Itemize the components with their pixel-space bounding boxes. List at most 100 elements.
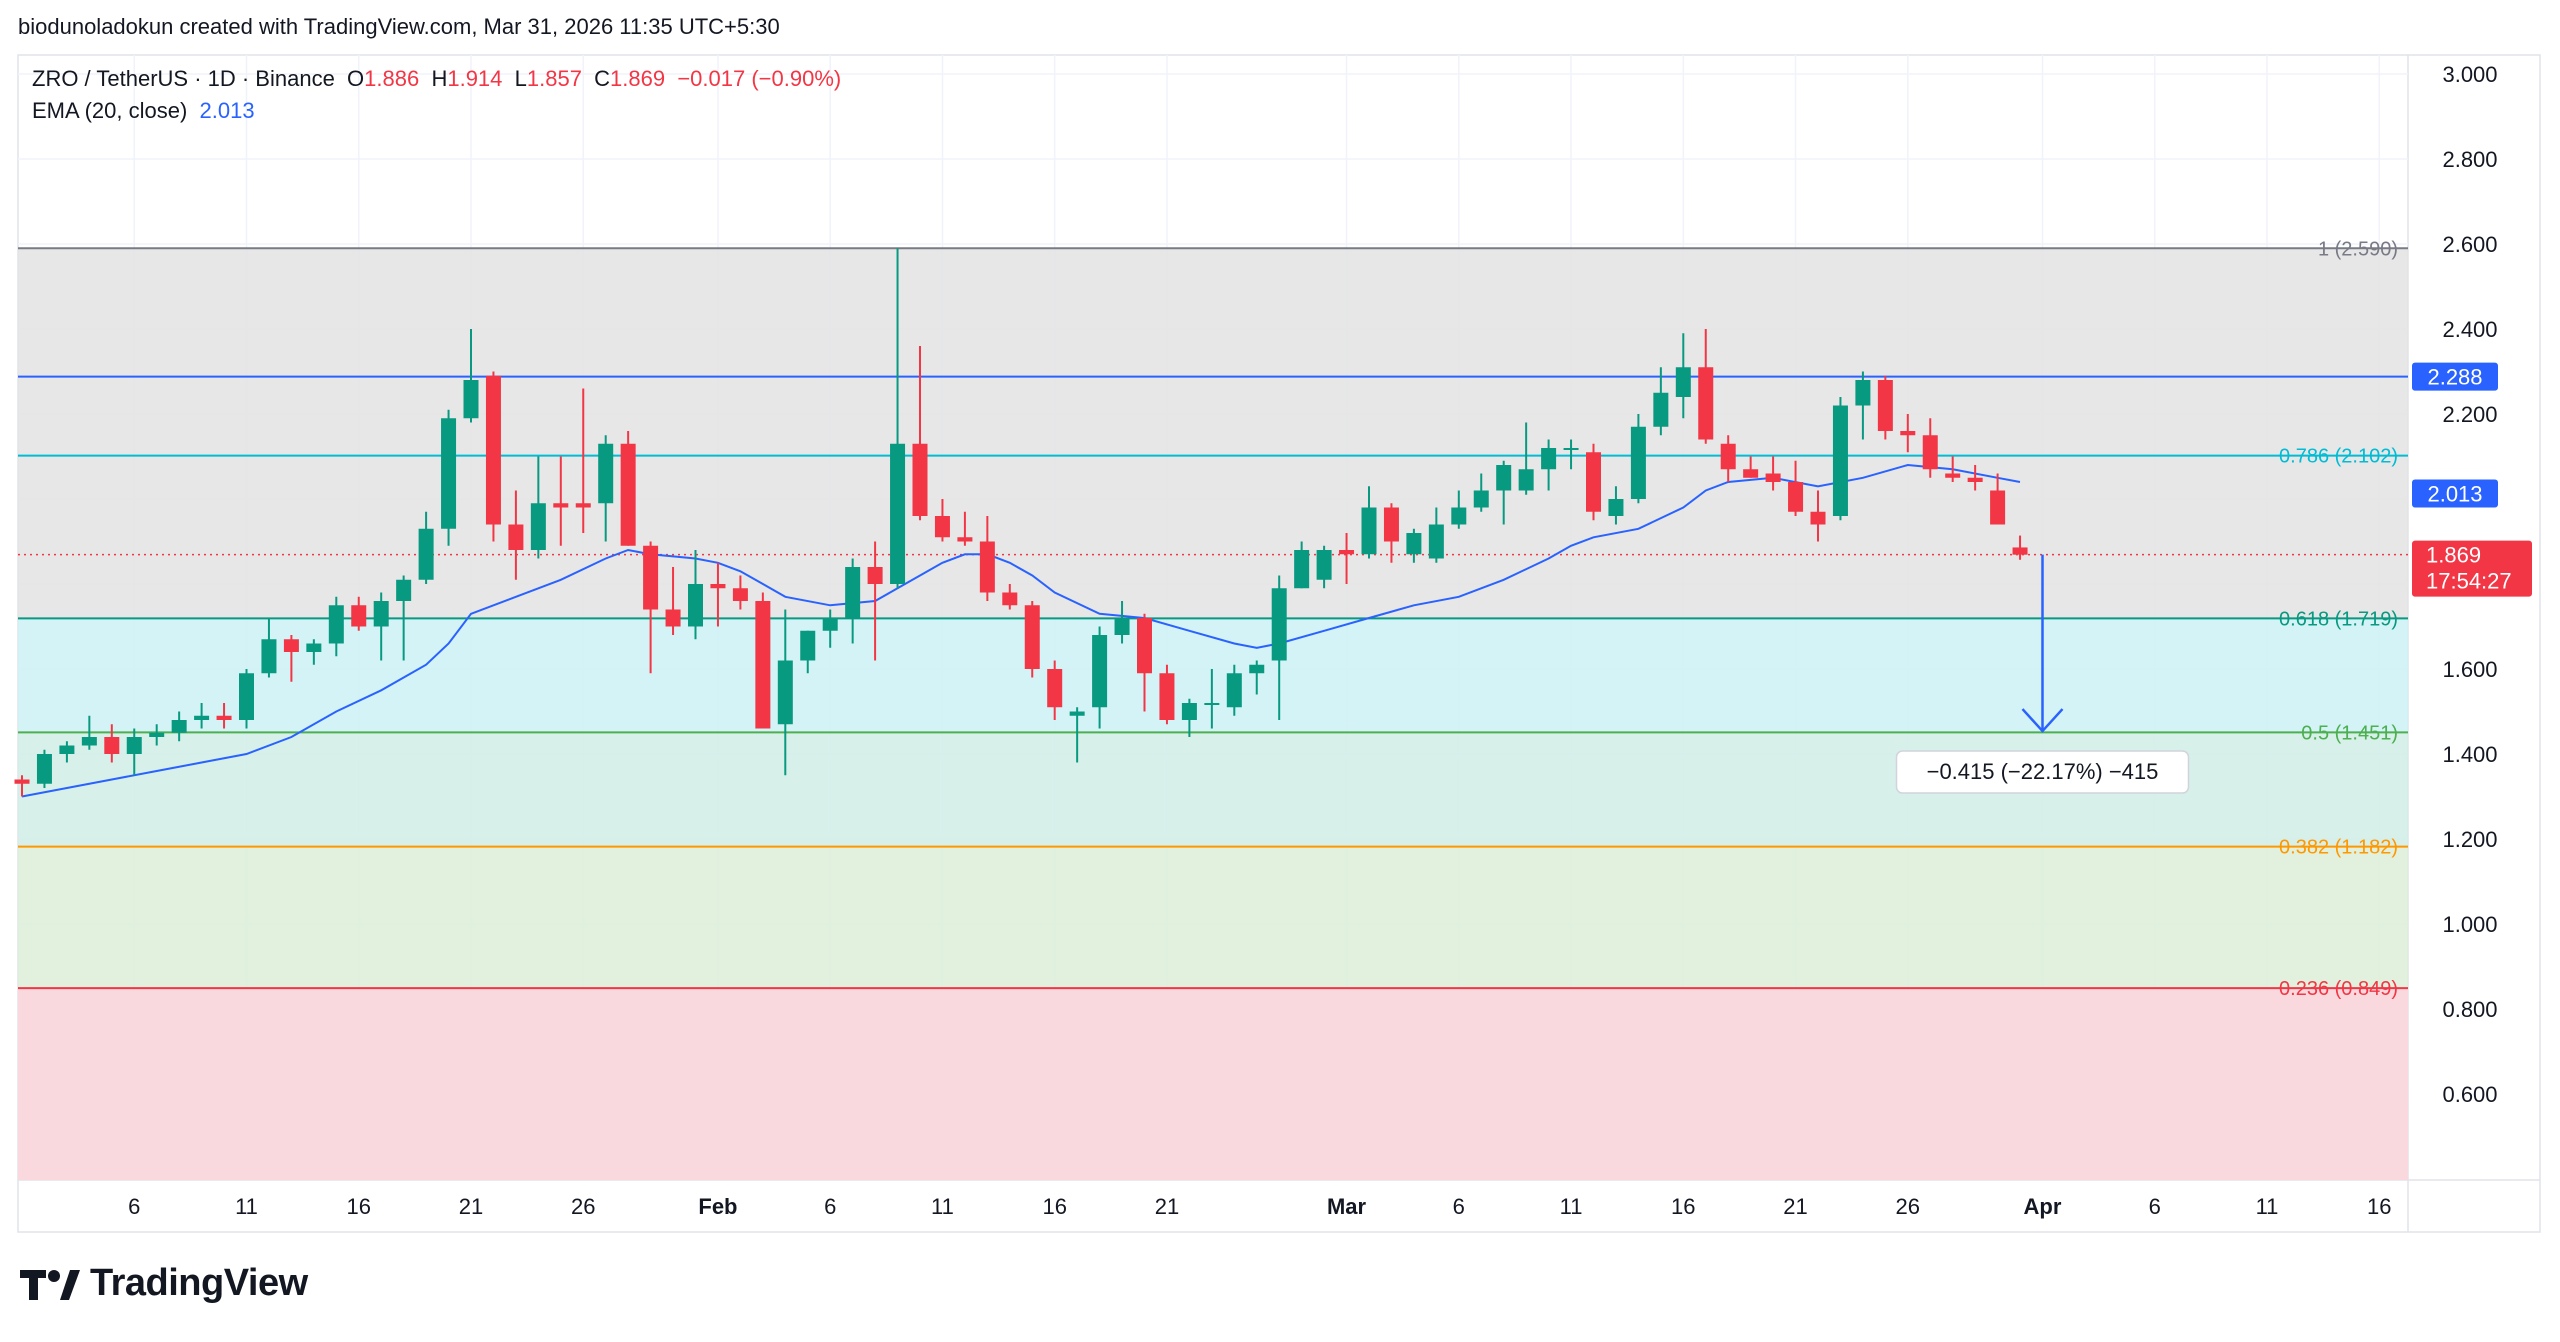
candle[interactable] (261, 618, 277, 678)
candle[interactable] (530, 456, 546, 559)
candle[interactable] (1900, 414, 1916, 453)
candle[interactable] (1024, 601, 1040, 678)
candle[interactable] (1069, 707, 1085, 763)
candle[interactable] (1967, 465, 1983, 491)
candle[interactable] (643, 541, 659, 674)
candle[interactable] (1541, 439, 1557, 491)
candle[interactable] (485, 371, 501, 542)
projection-label-box[interactable] (1895, 750, 2190, 794)
candle[interactable] (81, 715, 97, 750)
candle[interactable] (216, 703, 232, 729)
candle[interactable] (36, 749, 52, 788)
candle[interactable] (149, 724, 165, 746)
candle[interactable] (1765, 456, 1781, 491)
candle[interactable] (575, 388, 591, 534)
candle[interactable] (2012, 535, 2028, 560)
candle[interactable] (1832, 397, 1848, 521)
candle[interactable] (1810, 490, 1826, 542)
candle-body (283, 639, 299, 652)
candle[interactable] (1002, 584, 1018, 610)
candle[interactable] (620, 431, 636, 546)
y-tick-label: 1.000 (2442, 912, 2497, 937)
candle[interactable] (1922, 418, 1938, 478)
candle[interactable] (1451, 490, 1467, 529)
candle[interactable] (1249, 660, 1265, 695)
candle[interactable] (934, 499, 950, 542)
x-tick-label: Mar (1327, 1194, 1367, 1219)
candle[interactable] (890, 248, 906, 589)
candle[interactable] (328, 596, 344, 657)
candle[interactable] (732, 575, 748, 610)
candle[interactable] (396, 575, 412, 661)
candle[interactable] (104, 724, 120, 763)
candle[interactable] (1877, 375, 1893, 440)
candle[interactable] (373, 592, 389, 661)
candle[interactable] (979, 516, 995, 601)
candle[interactable] (194, 703, 210, 729)
candle[interactable] (1990, 473, 2006, 525)
candle[interactable] (171, 711, 187, 742)
candle[interactable] (1586, 443, 1601, 521)
legend-ema: EMA (20, close) 2.013 (32, 98, 255, 123)
candle[interactable] (351, 596, 367, 631)
candle[interactable] (598, 435, 614, 542)
candle[interactable] (463, 329, 479, 423)
candle[interactable] (1496, 460, 1512, 525)
candle[interactable] (822, 609, 838, 648)
candle[interactable] (867, 541, 883, 661)
candle[interactable] (1316, 545, 1332, 589)
tradingview-logo[interactable]: TradingView (20, 1262, 308, 1305)
candle[interactable] (1428, 507, 1444, 563)
candle[interactable] (1181, 698, 1197, 737)
candle[interactable] (1720, 435, 1736, 482)
candle[interactable] (1406, 528, 1422, 563)
candle[interactable] (1945, 456, 1961, 483)
candle[interactable] (126, 728, 142, 776)
candle[interactable] (59, 741, 75, 763)
candle[interactable] (1855, 371, 1871, 440)
fib-level-label: 0.5 (1.451) (2301, 722, 2398, 744)
candle[interactable] (665, 567, 681, 635)
candle[interactable] (1361, 486, 1377, 559)
candle[interactable] (1653, 367, 1669, 436)
candle[interactable] (1630, 414, 1646, 504)
candle[interactable] (845, 558, 861, 644)
candle[interactable] (1675, 333, 1691, 419)
candle[interactable] (1339, 533, 1355, 584)
candle[interactable] (1608, 486, 1624, 525)
candle[interactable] (553, 456, 569, 546)
candle[interactable] (688, 550, 703, 640)
candle[interactable] (239, 669, 254, 729)
candle[interactable] (1137, 613, 1152, 712)
candle[interactable] (306, 639, 322, 665)
candle[interactable] (912, 346, 928, 521)
candle[interactable] (1114, 601, 1130, 644)
candle[interactable] (1473, 473, 1489, 512)
candle[interactable] (957, 511, 973, 546)
candle[interactable] (710, 562, 726, 627)
candle[interactable] (1226, 664, 1242, 716)
candle[interactable] (441, 409, 457, 546)
candle[interactable] (14, 775, 30, 797)
candle[interactable] (418, 511, 434, 584)
candle[interactable] (1159, 664, 1175, 725)
candle-body (1541, 448, 1557, 470)
candle[interactable] (508, 490, 524, 580)
candle[interactable] (283, 635, 299, 682)
candle[interactable] (1788, 460, 1804, 516)
candle[interactable] (1743, 456, 1759, 478)
candle[interactable] (1204, 669, 1220, 729)
candle[interactable] (1092, 626, 1108, 729)
candle[interactable] (1271, 575, 1287, 721)
candle[interactable] (1383, 503, 1399, 563)
candle[interactable] (1563, 439, 1579, 470)
candle[interactable] (777, 609, 793, 776)
candle[interactable] (1294, 541, 1310, 589)
candle[interactable] (755, 592, 771, 729)
candle[interactable] (1518, 422, 1534, 495)
candle[interactable] (1047, 660, 1063, 721)
candle[interactable] (800, 630, 816, 674)
candle[interactable] (1698, 329, 1714, 444)
